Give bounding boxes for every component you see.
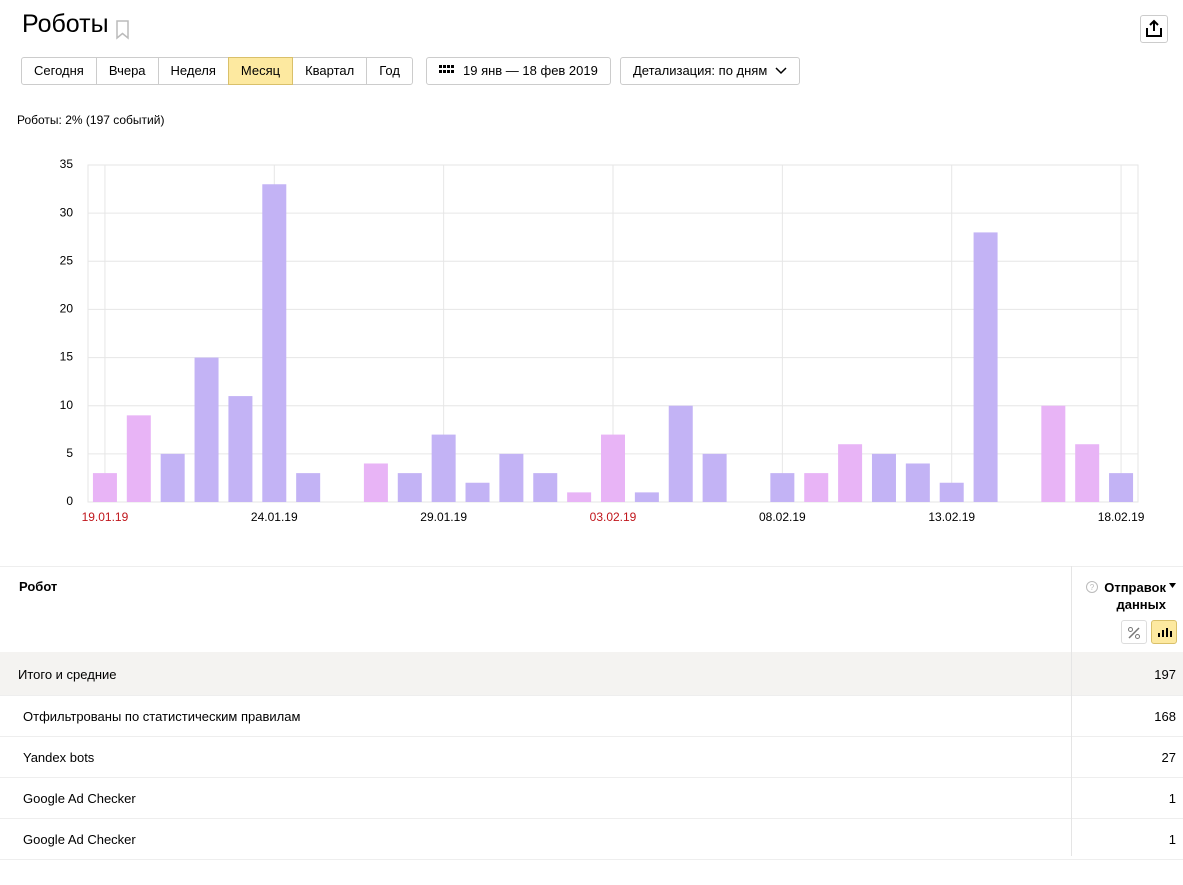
bar: [160, 453, 185, 502]
bar: [838, 444, 863, 502]
row-value: 27: [1161, 750, 1176, 765]
period-button[interactable]: Квартал: [292, 57, 368, 85]
y-tick-label: 0: [66, 494, 73, 508]
x-tick-label: 13.02.19: [928, 510, 975, 524]
summary: Роботы: 2% (197 событий): [17, 113, 165, 127]
bar: [465, 482, 490, 502]
bar: [905, 463, 930, 502]
period-button[interactable]: Год: [366, 57, 413, 85]
bar: [363, 463, 388, 502]
bar: [634, 492, 659, 502]
bar: [973, 232, 998, 502]
bookmark-icon[interactable]: [115, 20, 131, 40]
bar: [601, 434, 625, 502]
row-label: Google Ad Checker: [23, 791, 136, 806]
table: Робот ? Отправок данных Итого и средние …: [0, 566, 1183, 860]
row-value: 1: [1168, 832, 1176, 847]
bar: [804, 473, 829, 502]
period-buttons: Сегодня Вчера Неделя Месяц Квартал Год: [21, 57, 413, 85]
bar: [1075, 444, 1100, 502]
bar: [126, 415, 151, 502]
svg-text:?: ?: [1090, 583, 1095, 592]
row-value: 168: [1154, 709, 1176, 724]
total-label: Итого и средние: [18, 667, 117, 682]
table-row: Google Ad Checker 1: [0, 819, 1183, 860]
column-header[interactable]: Отправок данных: [1104, 580, 1166, 612]
period-button[interactable]: Вчера: [95, 57, 159, 85]
table-row: Отфильтрованы по статистическим правилам…: [0, 696, 1183, 737]
total-value: 197: [1154, 667, 1176, 682]
page-title: Роботы: [22, 10, 109, 38]
row-label: Google Ad Checker: [23, 832, 136, 847]
row-label: Отфильтрованы по статистическим правилам: [23, 709, 301, 724]
x-tick-label: 19.01.19: [82, 510, 129, 524]
bar: [92, 473, 117, 502]
bar: [702, 453, 727, 502]
bar: [533, 473, 558, 502]
total-row: Итого и средние 197: [0, 652, 1183, 696]
sort-icon[interactable]: [1168, 582, 1178, 590]
y-tick-label: 10: [60, 398, 74, 412]
y-tick-label: 20: [60, 302, 74, 316]
column-divider: [1071, 566, 1072, 856]
date-range-button[interactable]: 19 янв — 18 фев 2019: [426, 57, 611, 85]
bar: [1109, 473, 1134, 502]
y-tick-label: 15: [60, 350, 74, 364]
y-tick-label: 30: [60, 205, 74, 219]
bar: [228, 396, 253, 502]
bar: [262, 184, 287, 502]
bar: [431, 434, 456, 502]
table-row: Google Ad Checker 1: [0, 778, 1183, 819]
bar: [567, 492, 592, 502]
date-range: 19 янв — 18 фев 2019: [463, 63, 598, 78]
y-tick-label: 5: [66, 446, 73, 460]
detail-button[interactable]: Детализация: по дням: [620, 57, 801, 85]
detail-label: Детализация: по дням: [633, 63, 768, 78]
bar: [871, 453, 896, 502]
bar: [397, 473, 422, 502]
help-icon[interactable]: ?: [1085, 580, 1099, 594]
table-header: Робот ? Отправок данных: [0, 566, 1183, 652]
percent-toggle[interactable]: [1121, 620, 1147, 644]
bar: [296, 473, 321, 502]
table-body: Отфильтрованы по статистическим правилам…: [0, 696, 1183, 860]
bar: [939, 482, 964, 502]
x-tick-label: 24.01.19: [251, 510, 298, 524]
chart: 0 5 10 15 20 25 30 35 19.01.19 24.01.19 29.01.19 03…: [60, 157, 1145, 524]
period-button[interactable]: Сегодня: [21, 57, 97, 85]
column-header[interactable]: Робот: [19, 579, 58, 594]
bar: [770, 473, 795, 502]
bar: [1041, 405, 1066, 502]
table-row: Yandex bots 27: [0, 737, 1183, 778]
row-label: Yandex bots: [23, 750, 95, 765]
period-button[interactable]: Месяц: [227, 57, 294, 85]
bar: [194, 357, 219, 502]
bar: [499, 453, 524, 502]
period-button[interactable]: Неделя: [157, 57, 229, 85]
x-tick-label: 08.02.19: [759, 510, 806, 524]
export-button[interactable]: [1140, 15, 1168, 43]
x-tick-label: 29.01.19: [420, 510, 467, 524]
bars-toggle[interactable]: [1151, 620, 1177, 644]
x-tick-label: 18.02.19: [1098, 510, 1145, 524]
bar: [668, 405, 693, 502]
y-tick-label: 25: [60, 253, 74, 267]
row-value: 1: [1168, 791, 1176, 806]
x-tick-label: 03.02.19: [590, 510, 637, 524]
y-tick-label: 35: [60, 157, 74, 171]
